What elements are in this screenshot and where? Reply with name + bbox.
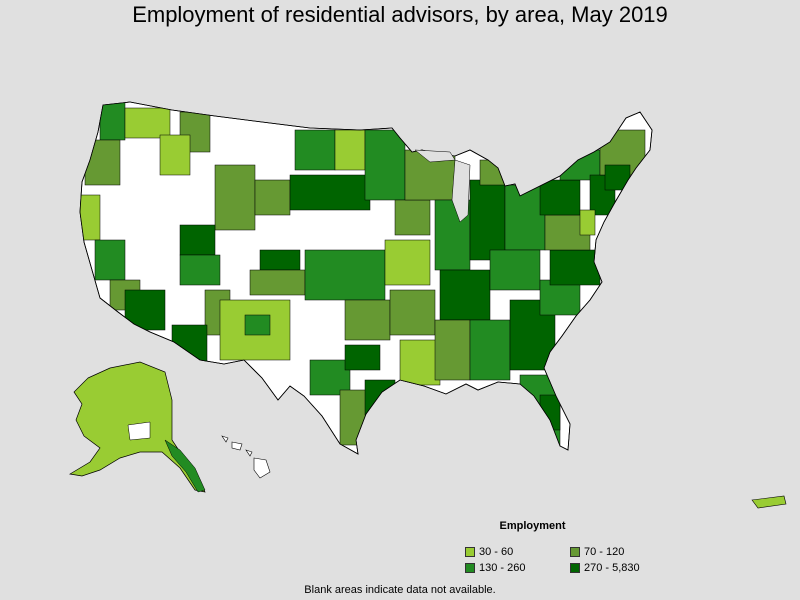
region-south-dakota [289, 174, 371, 211]
region-oklahoma [344, 299, 391, 341]
map-title: Employment of residential advisors, by a… [132, 2, 668, 27]
region-missouri-north [384, 239, 431, 286]
region-sf-bay [94, 239, 126, 281]
region-phoenix [171, 324, 208, 366]
alaska [69, 361, 206, 493]
region-kentucky-tennessee [439, 269, 491, 321]
legend-item-130-260: 130 - 260 [465, 562, 570, 574]
region-alabama [469, 319, 511, 381]
legend-title: Employment [499, 520, 566, 532]
blank-areas-note: Blank areas indicate data not available. [304, 584, 496, 596]
region-north-dakota-east [334, 129, 366, 171]
alaska-southeast [164, 439, 206, 493]
region-tennessee-east [489, 249, 541, 291]
region-kansas [304, 249, 386, 301]
puerto-rico [751, 495, 787, 509]
legend-label: 70 - 120 [584, 546, 625, 558]
region-boston [604, 164, 631, 191]
region-north-carolina [549, 249, 601, 286]
lake-superior [414, 149, 456, 163]
hawaii [221, 435, 271, 479]
legend-swatch [570, 547, 580, 557]
legend-swatch [570, 563, 580, 573]
legend-label: 30 - 60 [479, 546, 514, 558]
legend: Employment 30 - 60 70 - 120 130 - 260 27… [455, 520, 655, 574]
region-oregon-west [84, 139, 121, 186]
legend-label: 270 - 5,830 [584, 562, 640, 574]
region-north-dakota [294, 129, 336, 171]
region-delaware [579, 209, 596, 236]
region-indiana [469, 179, 506, 261]
region-albuquerque [244, 314, 271, 336]
legend-item-270-5830: 270 - 5,830 [570, 562, 670, 574]
region-louisiana [399, 339, 441, 386]
region-wyoming-west [214, 164, 256, 231]
region-dallas [344, 344, 381, 371]
region-arkansas [389, 289, 436, 336]
region-california-north [80, 194, 101, 241]
legend-swatch [465, 547, 475, 557]
region-seattle [99, 102, 126, 141]
legend-swatch [465, 563, 475, 573]
region-salt-lake [179, 224, 216, 256]
alaska-anchorage-blank [127, 421, 151, 441]
region-orlando-tampa [539, 394, 561, 431]
region-wyoming-east [254, 179, 291, 216]
legend-item-70-120: 70 - 120 [570, 546, 670, 558]
region-utah-south [179, 254, 221, 286]
legend-label: 130 - 260 [479, 562, 526, 574]
region-idaho-central [159, 134, 191, 176]
region-minnesota [364, 129, 406, 201]
us-outline [79, 101, 653, 455]
region-mississippi [434, 319, 471, 381]
region-colorado-south [249, 269, 306, 296]
legend-item-30-60: 30 - 60 [465, 546, 570, 558]
region-washington-east [124, 107, 171, 139]
lake-michigan [451, 159, 471, 223]
region-los-angeles [124, 289, 166, 331]
region-pennsylvania [539, 179, 581, 216]
region-iowa-east [394, 199, 431, 236]
region-denver [259, 249, 301, 271]
region-michigan-north [479, 159, 511, 186]
region-texas-central [309, 359, 351, 396]
region-ohio [504, 184, 546, 251]
